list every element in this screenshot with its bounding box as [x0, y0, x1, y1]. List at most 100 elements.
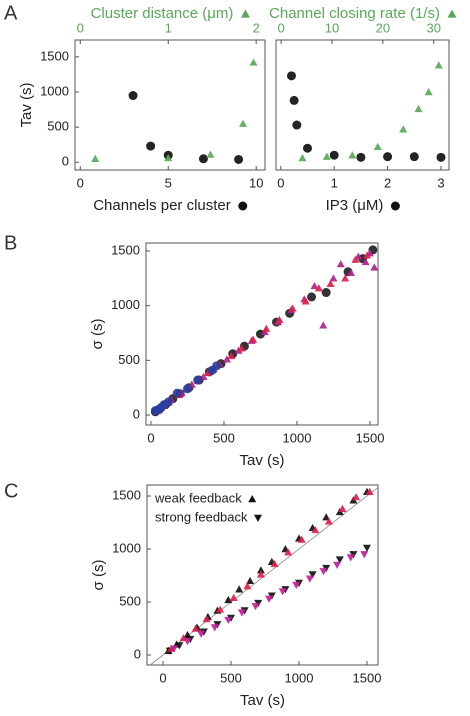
y-tick-label: 1000: [40, 83, 69, 98]
y-tick-label: 500: [47, 119, 69, 134]
data-point: [292, 581, 301, 590]
x-tick-label: 1500: [356, 430, 385, 445]
data-point: [307, 292, 317, 302]
data-point: [193, 375, 203, 385]
data-point: [256, 570, 265, 578]
data-point: [335, 556, 344, 564]
data-point: [373, 142, 382, 151]
data-point: [229, 593, 238, 601]
data-point: [346, 268, 355, 277]
plot-frame: [146, 484, 379, 666]
data-point: [212, 361, 222, 371]
x-tick-label: 1500: [353, 670, 382, 685]
x-tick-label: 500: [220, 670, 242, 685]
data-point: [203, 368, 212, 377]
y-tick-label: 1500: [111, 242, 140, 257]
data-point: [235, 585, 244, 593]
data-point: [91, 154, 100, 162]
x2-tick-label: 20: [376, 20, 390, 35]
data-point: [399, 125, 408, 133]
data-point: [352, 493, 361, 501]
data-point: [329, 274, 338, 282]
data-point: [239, 119, 248, 127]
data-point: [249, 335, 258, 343]
axis-label-marker: [390, 201, 400, 211]
data-point: [234, 154, 244, 164]
axis-label-marker: [447, 9, 457, 18]
data-point: [216, 605, 225, 613]
data-point: [265, 595, 274, 603]
data-point: [336, 260, 345, 268]
y-axis-label: σ (s): [89, 319, 106, 350]
data-point: [370, 263, 379, 271]
y-tick-label: 1000: [111, 297, 140, 312]
data-point: [183, 638, 192, 646]
data-point: [326, 279, 335, 287]
legend-marker: [248, 495, 257, 503]
data-point: [237, 609, 246, 617]
x2-tick-label: 30: [427, 20, 441, 35]
data-point: [322, 513, 331, 521]
data-point: [310, 281, 319, 290]
y-tick-label: 0: [62, 154, 69, 169]
x2-tick-label: 2: [253, 20, 260, 35]
x-tick-label: 1000: [285, 670, 314, 685]
data-point: [172, 388, 182, 398]
data-point: [329, 150, 339, 160]
panel-label: A: [4, 2, 18, 24]
data-point: [202, 614, 211, 623]
x-axis-label: IP3 (μM): [326, 197, 384, 214]
plot-frame: [74, 39, 266, 171]
x2-tick-label: 1: [165, 20, 172, 35]
data-point: [409, 152, 419, 162]
data-point: [308, 571, 317, 579]
data-point: [383, 152, 393, 162]
x-tick-label: 5: [165, 175, 172, 190]
data-point: [333, 561, 342, 569]
data-point: [222, 355, 231, 363]
x-tick-label: 500: [213, 430, 235, 445]
y-tick-label: 0: [134, 646, 141, 661]
x-tick-label: 0: [77, 175, 84, 190]
data-point: [360, 551, 369, 559]
plot-frame: [275, 39, 450, 171]
axis-label-marker: [238, 201, 248, 211]
x-axis-label: Tav (s): [240, 452, 285, 469]
data-point: [256, 566, 265, 574]
data-point: [351, 255, 360, 263]
x-tick-label: 3: [437, 175, 444, 190]
data-point: [341, 274, 350, 282]
data-point: [237, 344, 246, 352]
y-tick-label: 1500: [112, 487, 141, 502]
y-tick-label: 1500: [40, 48, 69, 63]
data-point: [436, 152, 446, 162]
legend-label: strong feedback: [155, 509, 248, 524]
data-point: [286, 71, 296, 81]
data-point: [227, 351, 236, 360]
data-point: [128, 91, 138, 101]
data-point: [356, 152, 366, 162]
x2-tick-label: 0: [277, 20, 284, 35]
y-tick-label: 0: [133, 406, 140, 421]
data-point: [346, 554, 355, 562]
x-axis-label: Channels per cluster: [93, 197, 231, 214]
panel-label: B: [4, 232, 17, 254]
data-point: [365, 487, 374, 495]
data-point: [289, 95, 299, 105]
axis-label-marker: [240, 9, 250, 18]
data-point: [362, 544, 371, 552]
data-point: [246, 576, 255, 585]
x-tick-label: 0: [147, 430, 154, 445]
legend-label: weak feedback: [154, 490, 242, 505]
data-point: [224, 595, 233, 604]
y-tick-label: 500: [118, 352, 140, 367]
data-point: [210, 624, 219, 632]
x2-tick-label: 0: [77, 20, 84, 35]
data-point: [321, 288, 331, 298]
data-point: [303, 143, 313, 153]
data-point: [288, 304, 297, 312]
data-point: [311, 525, 320, 534]
plot-frame: [145, 242, 379, 426]
x-tick-label: 0: [159, 670, 166, 685]
